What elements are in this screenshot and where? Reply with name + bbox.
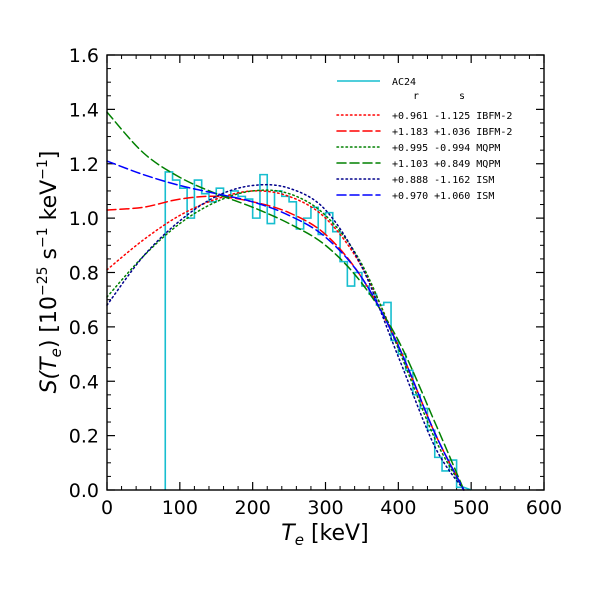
legend-label-4: +1.103 +0.849 MQPM bbox=[392, 159, 500, 170]
y-axis-label-pre: S(T bbox=[37, 356, 62, 394]
y-axis-label-sub: e bbox=[47, 348, 65, 357]
series-line-3 bbox=[106, 189, 465, 491]
y-axis-label-mid: s bbox=[37, 248, 62, 266]
series-line-1 bbox=[106, 190, 465, 491]
x-tick-label: 600 bbox=[526, 497, 562, 519]
histogram-layer bbox=[164, 171, 472, 491]
legend-label-3: +0.995 -0.994 MQPM bbox=[392, 143, 500, 154]
x-tick-label: 0 bbox=[101, 497, 113, 519]
y-axis-label-mid2: keV bbox=[37, 180, 62, 228]
x-tick-label: 100 bbox=[162, 497, 198, 519]
y-axis-label-exp1: −25 bbox=[35, 266, 51, 296]
legend-label-5: +0.888 -1.162 ISM bbox=[392, 175, 494, 186]
y-tick-label: 0.4 bbox=[69, 371, 99, 393]
y-axis-label-end: ] bbox=[37, 151, 62, 160]
series-line-5 bbox=[106, 183, 465, 491]
series-line-6 bbox=[106, 160, 465, 491]
y-tick-label: 1.6 bbox=[69, 45, 99, 67]
y-tick-labels: 0.0 0.2 0.4 0.6 0.8 1.0 1.2 1.4 1.6 bbox=[69, 45, 99, 502]
x-axis-label: Te [keV] bbox=[281, 521, 368, 549]
x-axis-label-main: T bbox=[281, 521, 296, 546]
y-axis-label-exp3: −1 bbox=[35, 159, 51, 180]
x-tick-label: 300 bbox=[307, 497, 343, 519]
legend-label-2: +1.183 +1.036 IBFM-2 bbox=[392, 127, 512, 138]
y-tick-label: 0.2 bbox=[69, 426, 99, 448]
y-tick-label: 1.0 bbox=[69, 208, 99, 230]
legend-header-s: s bbox=[459, 91, 465, 102]
y-tick-label: 0.0 bbox=[69, 480, 99, 502]
legend-label-1: +0.961 -1.125 IBFM-2 bbox=[392, 111, 512, 122]
y-axis-label: S(Te) [10−25 s−1 keV−1] bbox=[35, 151, 65, 394]
y-axis-label-exp2: −1 bbox=[35, 227, 51, 248]
x-tick-labels: 0 100 200 300 400 500 600 bbox=[101, 497, 562, 519]
histogram-ac24 bbox=[164, 171, 472, 491]
plot-frame bbox=[106, 54, 545, 491]
y-tick-label: 0.8 bbox=[69, 263, 99, 285]
y-axis-label-post: ) [10 bbox=[37, 296, 62, 348]
series-layer bbox=[106, 111, 465, 491]
legend-label-ac24: AC24 bbox=[392, 77, 416, 88]
legend: AC24 r s +0.961 -1.125 IBFM-2 +1.183 +1.036 … bbox=[336, 77, 512, 202]
y-tick-label: 1.4 bbox=[69, 99, 99, 121]
x-axis-label-unit: [keV] bbox=[304, 521, 369, 546]
legend-label-6: +0.970 +1.060 ISM bbox=[392, 191, 494, 202]
x-tick-label: 500 bbox=[453, 497, 489, 519]
x-tick-label: 200 bbox=[235, 497, 271, 519]
legend-header-r: r bbox=[413, 91, 419, 102]
y-tick-label: 0.6 bbox=[69, 317, 99, 339]
series-line-4 bbox=[106, 111, 465, 491]
y-tick-label: 1.2 bbox=[69, 154, 99, 176]
x-tick-label: 400 bbox=[380, 497, 416, 519]
x-axis-label-sub: e bbox=[295, 531, 304, 549]
